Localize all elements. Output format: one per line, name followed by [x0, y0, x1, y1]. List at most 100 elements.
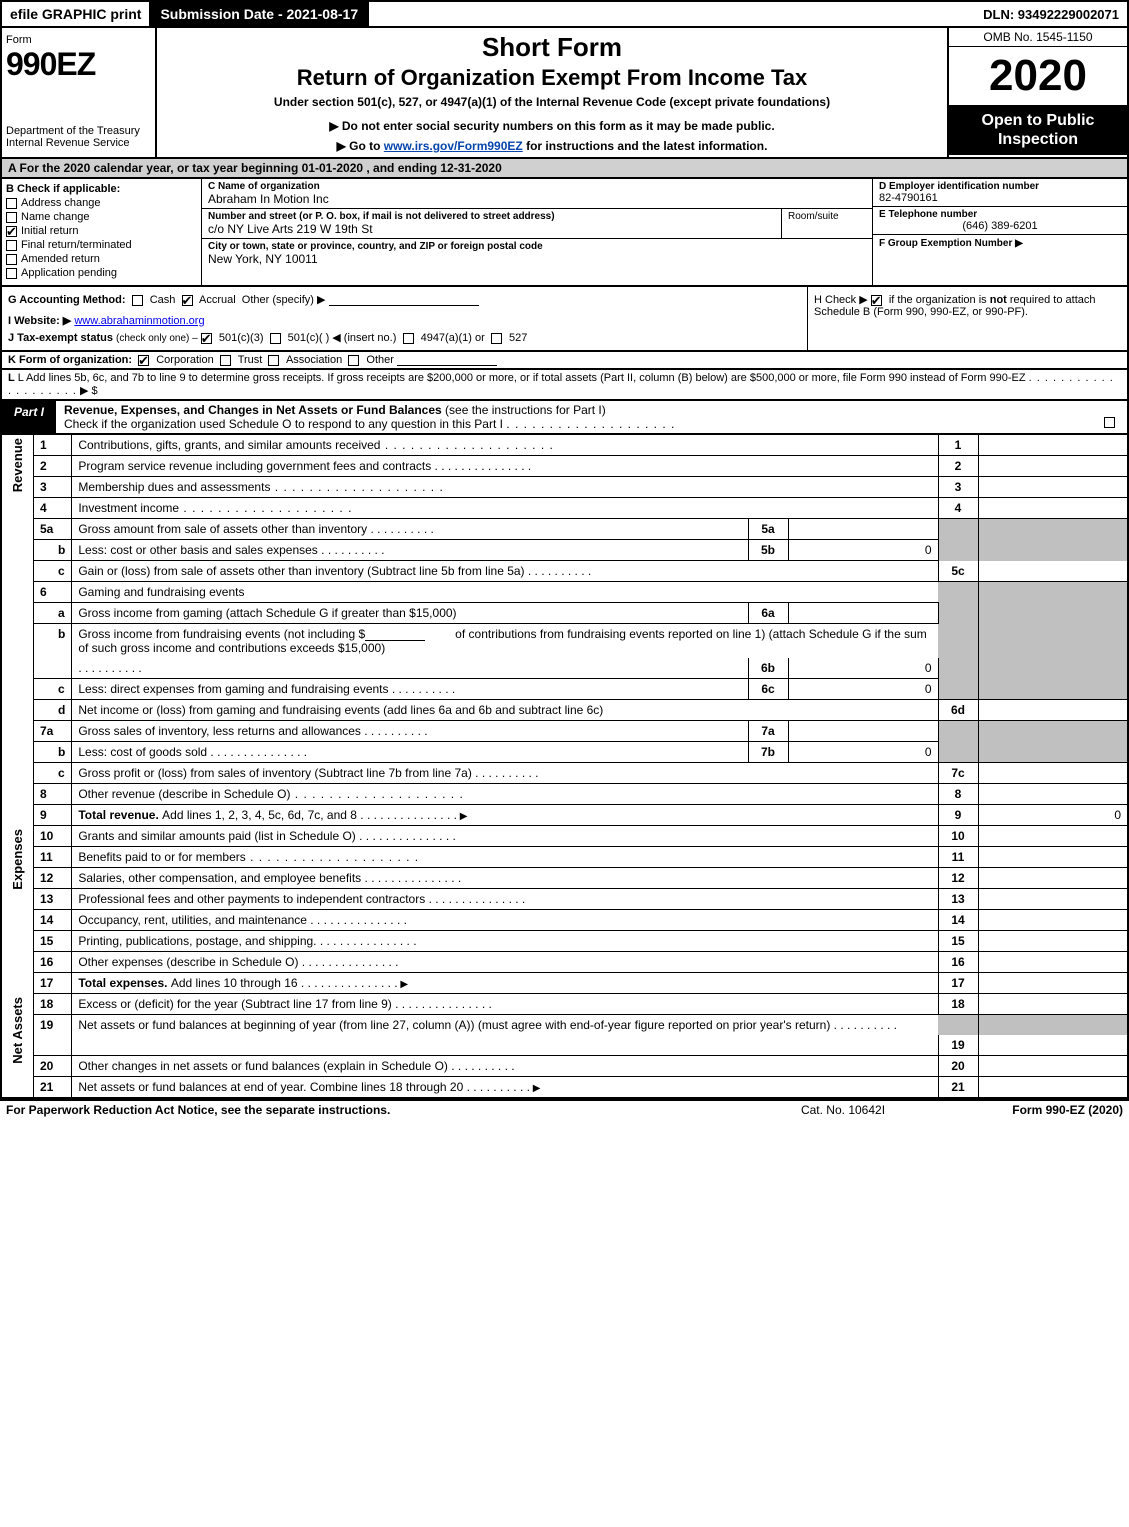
opt-amended-return: Amended return: [6, 253, 197, 265]
irs-link[interactable]: www.irs.gov/Form990EZ: [384, 139, 523, 153]
chk-corporation[interactable]: [138, 355, 149, 366]
line-4: 4 Investment income 4: [1, 498, 1128, 519]
revenue-side-label: Revenue: [1, 435, 34, 826]
val-12: [978, 868, 1128, 889]
val-4: [978, 498, 1128, 519]
val-13: [978, 889, 1128, 910]
department: Department of the Treasury: [6, 125, 151, 137]
short-form-title: Short Form: [165, 32, 939, 63]
box-h: H Check ▶ if the organization is not req…: [807, 287, 1127, 350]
phone-value: (646) 389-6201: [879, 220, 1121, 232]
val-8: [978, 784, 1128, 805]
val-14: [978, 910, 1128, 931]
city-cell: City or town, state or province, country…: [202, 239, 872, 268]
line-18: Net Assets 18 Excess or (deficit) for th…: [1, 994, 1128, 1015]
j-label: J Tax-exempt status: [8, 332, 113, 344]
line-6a: a Gross income from gaming (attach Sched…: [1, 603, 1128, 624]
chk-schedule-b[interactable]: [871, 295, 882, 306]
chk-final-return[interactable]: [6, 240, 17, 251]
line-2: 2 Program service revenue including gove…: [1, 456, 1128, 477]
header-center: Short Form Return of Organization Exempt…: [157, 28, 947, 157]
val-11: [978, 847, 1128, 868]
netassets-side-label: Net Assets: [1, 994, 34, 1099]
part1-check-text: Check if the organization used Schedule …: [64, 417, 503, 431]
goto-pre: ▶ Go to: [337, 139, 384, 153]
chk-initial-return[interactable]: [6, 226, 17, 237]
chk-other-org[interactable]: [348, 355, 359, 366]
footer-cat: Cat. No. 10642I: [743, 1103, 943, 1117]
chk-accrual[interactable]: [182, 295, 193, 306]
goto-note: ▶ Go to www.irs.gov/Form990EZ for instru…: [165, 139, 939, 153]
val-5a: [788, 519, 938, 540]
other-method-line: [329, 294, 479, 306]
tax-year: 2020: [949, 47, 1127, 105]
header-left: Form 990EZ Department of the Treasury In…: [2, 28, 157, 157]
form-word: Form: [6, 34, 151, 46]
chk-schedule-o[interactable]: [1104, 417, 1115, 428]
open-to-public: Open to Public Inspection: [949, 105, 1127, 155]
box-c: C Name of organization Abraham In Motion…: [202, 179, 872, 285]
box-b-label: B Check if applicable:: [6, 183, 197, 195]
chk-address-change[interactable]: [6, 198, 17, 209]
room-cell: Room/suite: [782, 209, 872, 238]
chk-527[interactable]: [491, 333, 502, 344]
line-5c: c Gain or (loss) from sale of assets oth…: [1, 561, 1128, 582]
street-row: Number and street (or P. O. box, if mail…: [202, 209, 872, 239]
val-18: [978, 994, 1128, 1015]
group-exemption-label: F Group Exemption Number ▶: [879, 238, 1023, 249]
chk-amended-return[interactable]: [6, 254, 17, 265]
box-k: K Form of organization: Corporation Trus…: [0, 352, 1129, 370]
val-6b: 0: [788, 658, 938, 679]
form-subtitle: Under section 501(c), 527, or 4947(a)(1)…: [165, 95, 939, 109]
form-header: Form 990EZ Department of the Treasury In…: [0, 28, 1129, 159]
val-20: [978, 1056, 1128, 1077]
val-7c: [978, 763, 1128, 784]
submission-date: Submission Date - 2021-08-17: [150, 2, 369, 26]
k-label: K Form of organization:: [8, 354, 132, 366]
val-7b: 0: [788, 742, 938, 763]
line-6b-1: b Gross income from fundraising events (…: [1, 624, 1128, 659]
page-footer: For Paperwork Reduction Act Notice, see …: [0, 1099, 1129, 1119]
chk-name-change[interactable]: [6, 212, 17, 223]
chk-4947[interactable]: [403, 333, 414, 344]
box-g: G Accounting Method: Cash Accrual Other …: [2, 287, 807, 350]
box-b: B Check if applicable: Address change Na…: [2, 179, 202, 285]
gh-row: G Accounting Method: Cash Accrual Other …: [0, 287, 1129, 352]
ssn-note: ▶ Do not enter social security numbers o…: [165, 119, 939, 133]
opt-final-return: Final return/terminated: [6, 239, 197, 251]
part1-table: Revenue 1 Contributions, gifts, grants, …: [0, 435, 1129, 1099]
line-21: 21 Net assets or fund balances at end of…: [1, 1077, 1128, 1099]
chk-cash[interactable]: [132, 295, 143, 306]
chk-association[interactable]: [268, 355, 279, 366]
line-19a: 19 Net assets or fund balances at beginn…: [1, 1015, 1128, 1036]
footer-form: Form 990-EZ (2020): [943, 1103, 1123, 1117]
other-org-line: [397, 354, 497, 366]
chk-application-pending[interactable]: [6, 268, 17, 279]
ein-value: 82-4790161: [879, 192, 1121, 204]
line-5b: b Less: cost or other basis and sales ex…: [1, 540, 1128, 561]
chk-501c[interactable]: [270, 333, 281, 344]
val-19: [978, 1035, 1128, 1056]
city-value: New York, NY 10011: [208, 252, 866, 266]
line-11: 11 Benefits paid to or for members 11: [1, 847, 1128, 868]
val-21: [978, 1077, 1128, 1099]
part1-header: Part I Revenue, Expenses, and Changes in…: [0, 401, 1129, 435]
ein-cell: D Employer identification number 82-4790…: [873, 179, 1127, 207]
org-name: Abraham In Motion Inc: [208, 192, 866, 206]
val-17: [978, 973, 1128, 994]
line-16: 16 Other expenses (describe in Schedule …: [1, 952, 1128, 973]
part1-title-cell: Revenue, Expenses, and Changes in Net As…: [56, 401, 1127, 433]
chk-501c3[interactable]: [201, 333, 212, 344]
line-19b: 19: [1, 1035, 1128, 1056]
line-1: Revenue 1 Contributions, gifts, grants, …: [1, 435, 1128, 456]
info-grid: B Check if applicable: Address change Na…: [0, 179, 1129, 287]
org-name-label: C Name of organization: [208, 181, 866, 192]
line-8: 8 Other revenue (describe in Schedule O)…: [1, 784, 1128, 805]
val-16: [978, 952, 1128, 973]
chk-trust[interactable]: [220, 355, 231, 366]
line-7b: b Less: cost of goods sold 7b 0: [1, 742, 1128, 763]
website-link[interactable]: www.abrahaminmotion.org: [74, 315, 204, 327]
line-7c: c Gross profit or (loss) from sales of i…: [1, 763, 1128, 784]
i-label: I Website: ▶: [8, 315, 71, 327]
ein-label: D Employer identification number: [879, 181, 1121, 192]
